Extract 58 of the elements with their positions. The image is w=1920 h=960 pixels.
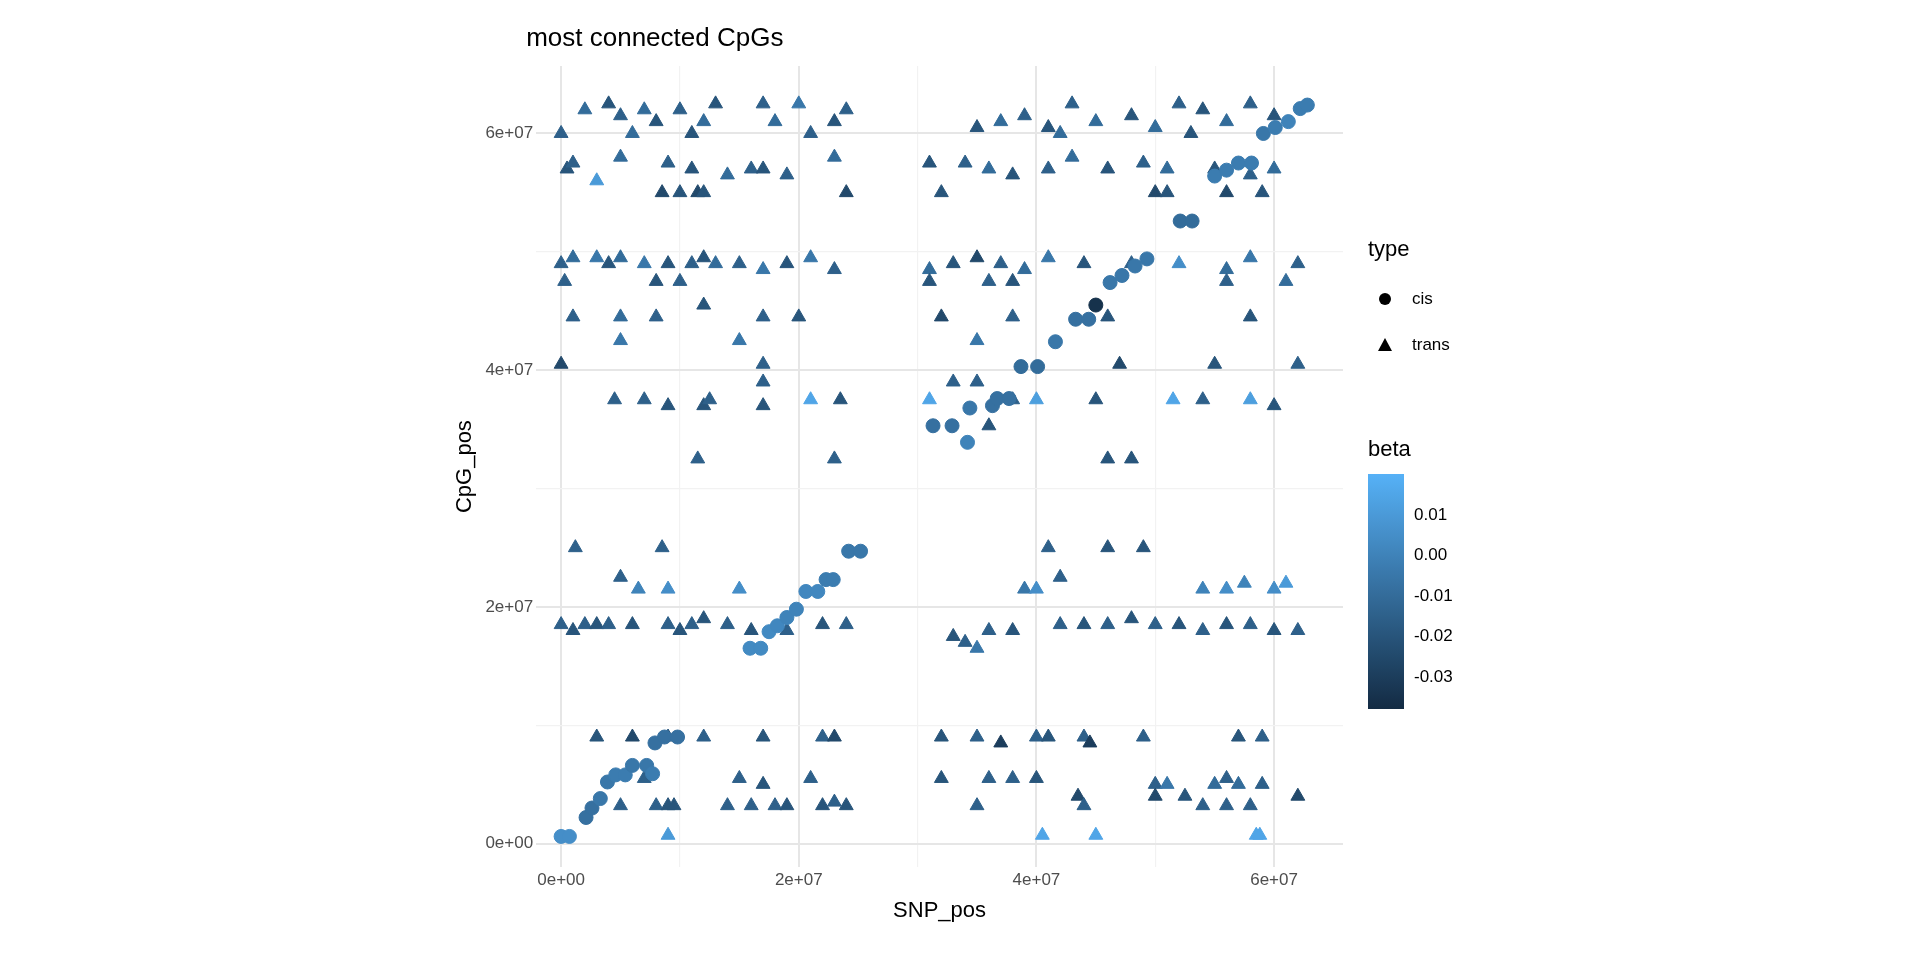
x-tick-label: 4e+07	[1012, 870, 1061, 890]
color-bar-label: 0.01	[1414, 504, 1448, 525]
point	[670, 729, 686, 745]
color-bar-label: -0.03	[1414, 666, 1453, 687]
point	[1127, 258, 1143, 274]
point	[1081, 311, 1097, 327]
color-bar-label: -0.01	[1414, 585, 1453, 606]
point	[925, 418, 941, 434]
y-tick-label: 0e+00	[485, 833, 534, 853]
color-bar-title: beta	[1368, 436, 1411, 462]
point	[1184, 213, 1200, 229]
point	[944, 418, 960, 434]
point	[1280, 114, 1296, 130]
point	[1047, 334, 1063, 350]
point	[1172, 213, 1188, 229]
point	[656, 729, 672, 745]
point	[1088, 297, 1104, 313]
point	[1244, 155, 1259, 171]
point	[1068, 311, 1084, 327]
point	[1255, 125, 1271, 141]
x-tick-label: 2e+07	[774, 870, 823, 890]
point	[1114, 267, 1130, 283]
point	[1207, 168, 1223, 184]
point	[1102, 275, 1118, 291]
point	[1013, 359, 1029, 375]
point	[592, 791, 608, 807]
y-tick-label: 6e+07	[485, 123, 534, 143]
point	[779, 609, 795, 625]
point	[1139, 251, 1155, 267]
point	[1001, 391, 1017, 407]
x-tick-label: 6e+07	[1250, 870, 1298, 890]
point	[769, 618, 785, 634]
y-axis-title: CpG_pos	[451, 420, 477, 514]
point	[1299, 97, 1315, 113]
point	[1267, 120, 1283, 136]
point	[1219, 162, 1235, 178]
color-bar-label: -0.02	[1414, 626, 1453, 647]
y-tick-label: 2e+07	[485, 596, 534, 616]
color-bar-label: 0.00	[1414, 545, 1448, 566]
point	[788, 601, 804, 617]
x-axis-title: SNP_pos	[893, 896, 987, 922]
point	[624, 757, 640, 773]
point	[853, 543, 869, 559]
text: cis	[1412, 289, 1433, 309]
x-tick-label: 0e+00	[537, 870, 585, 890]
point	[810, 583, 826, 599]
point	[962, 400, 978, 416]
chart-title: most connected CpGs	[526, 22, 784, 52]
text: trans	[1412, 335, 1450, 355]
point	[1230, 155, 1246, 171]
point	[960, 434, 975, 450]
y-tick-label: 4e+07	[485, 359, 534, 379]
point	[1030, 359, 1046, 375]
point	[584, 800, 600, 816]
point	[645, 766, 661, 782]
legend-title: type	[1368, 236, 1411, 262]
point	[989, 391, 1005, 407]
point	[753, 640, 769, 656]
